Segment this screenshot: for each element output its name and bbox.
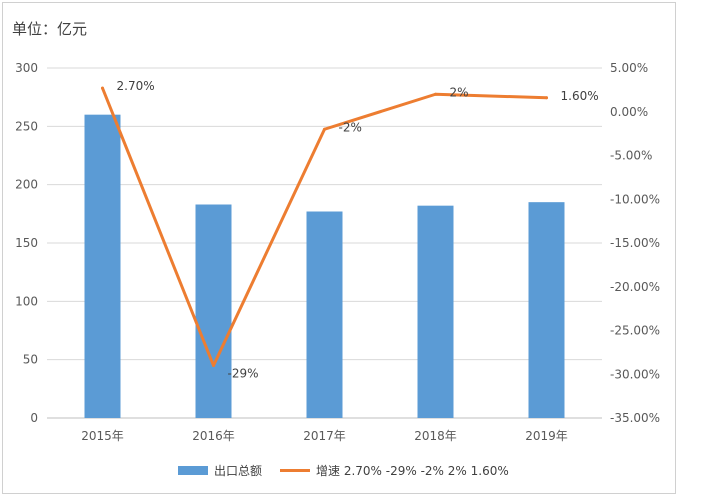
legend-line-label: 增速 2.70% -29% -2% 2% 1.60% [316,464,509,478]
line-point [545,96,548,100]
legend-bar-label: 出口总额 [214,464,263,478]
line-series [101,86,548,367]
legend-line-swatch [280,469,311,472]
y-left-tick-label: 250 [15,119,38,133]
bar [84,114,121,419]
x-tick-label: 2017年 [303,429,346,443]
bar [306,211,343,418]
data-label: 2% [450,85,469,99]
line-point [434,92,437,96]
x-tick-label: 2015年 [81,429,124,443]
y-right-tick-label: 5.00% [610,61,648,75]
y-left-tick-label: 50 [23,353,38,367]
y-right-tick-label: -5.00% [610,149,652,163]
y-right-tick-label: -30.00% [610,367,660,381]
y-left-tick-label: 300 [15,61,38,75]
unit-label: 单位：亿元 [12,20,88,38]
data-label: -2% [339,120,362,134]
y-left-tick-label: 150 [15,236,38,250]
y-left-tick-label: 0 [30,411,38,425]
line-point [101,86,104,90]
legend: 出口总额 增速 2.70% -29% -2% 2% 1.60% [178,462,509,479]
data-label: 2.70% [117,79,155,93]
x-tick-label: 2019年 [525,429,568,443]
y-right-tick-label: -35.00% [610,411,660,425]
y-left-tick-label: 200 [15,178,38,192]
bar-series [84,114,565,419]
line-point [323,127,326,131]
x-tick-label: 2016年 [192,429,235,443]
y-left-tick-label: 100 [15,294,38,308]
y-right-tick-label: -15.00% [610,236,660,250]
line-point [212,364,215,367]
bar [417,205,454,418]
data-label: -29% [228,367,259,381]
data-label: 1.60% [561,89,599,103]
bar [195,204,232,418]
y-right-tick-label: -20.00% [610,280,660,294]
axis-labels: 0 50 100 150 200 250 300 5.00% 0.00% -5.00% -10.00… [15,61,660,443]
x-tick-label: 2018年 [414,429,457,443]
y-right-tick-label: 0.00% [610,105,648,119]
legend-bar-swatch [178,466,208,475]
bar [528,202,565,418]
y-right-tick-label: -10.00% [610,192,660,206]
y-right-tick-label: -25.00% [610,324,660,338]
